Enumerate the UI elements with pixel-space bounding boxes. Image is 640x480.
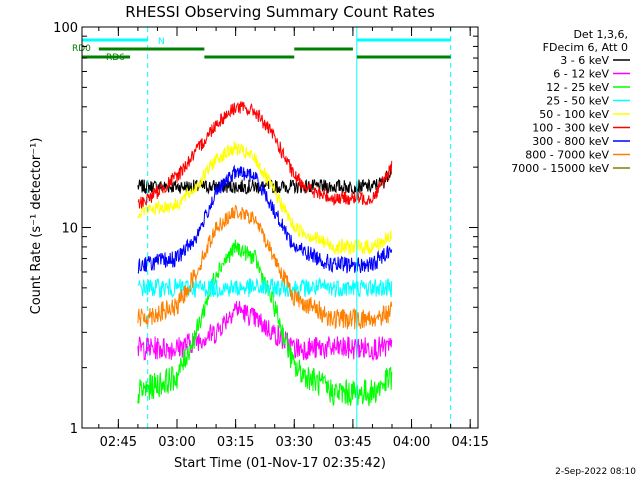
legend-header-2: FDecim 6, Att 0 [543, 41, 628, 54]
x-tick-label-4: 03:30 [276, 435, 313, 450]
x-tick-label-7: 04:15 [451, 435, 488, 450]
legend-label-1: 3 - 6 keV [560, 54, 609, 67]
footer-timestamp: 2-Sep-2022 08:10 [555, 467, 636, 477]
chart-title: RHESSI Observing Summary Count Rates [125, 3, 435, 21]
y-axis-label: Count Rate (s⁻¹ detector⁻¹) [29, 138, 44, 315]
legend-label-3: 12 - 25 keV [546, 81, 609, 94]
x-tick-label-5: 03:45 [334, 435, 371, 450]
series-8 [137, 204, 393, 330]
series-line-3 [137, 239, 393, 407]
legend-label-7: 300 - 800 keV [532, 135, 609, 148]
series-line-5 [137, 141, 393, 256]
plot-area [137, 100, 393, 407]
legend-header-1: Det 1,3,6, [573, 28, 628, 41]
series-line-4 [137, 277, 393, 300]
series-2 [137, 301, 393, 362]
series-line-1 [137, 166, 393, 195]
legend-label-5: 50 - 100 keV [539, 108, 609, 121]
legend-label-6: 100 - 300 keV [532, 122, 609, 135]
x-axis-label: Start Time (01-Nov-17 02:35:42) [174, 456, 386, 471]
series-line-2 [137, 301, 393, 362]
series-4 [137, 277, 393, 300]
x-tick-label-1: 02:45 [100, 435, 137, 450]
y-tick-label-3: 100 [53, 21, 78, 36]
x-tick-label-6: 04:00 [393, 435, 430, 450]
flag-label-3: RD6 [106, 53, 125, 63]
plot-frame [81, 26, 479, 429]
series-line-8 [137, 204, 393, 330]
series-1 [137, 166, 393, 195]
x-tick-label-3: 03:15 [217, 435, 254, 450]
legend-label-8: 800 - 7000 keV [525, 149, 609, 162]
series-5 [137, 141, 393, 256]
series-line-6 [137, 100, 393, 209]
series-6 [137, 100, 393, 209]
series-7 [137, 164, 393, 275]
axes: 1 10 100 02:45 03:00 03:15 03:30 03:45 04:00 04:1… [53, 21, 489, 450]
legend-label-4: 25 - 50 keV [546, 95, 609, 108]
series-line-7 [137, 164, 393, 275]
legend-label-9: 7000 - 15000 keV [511, 162, 609, 175]
x-tick-label-2: 03:00 [158, 435, 195, 450]
series-3 [137, 239, 393, 407]
y-tick-label-2: 10 [61, 222, 78, 237]
y-tick-label-1: 1 [70, 422, 78, 437]
flag-label-1: N [158, 37, 165, 47]
legend-label-2: 6 - 12 keV [553, 68, 609, 81]
